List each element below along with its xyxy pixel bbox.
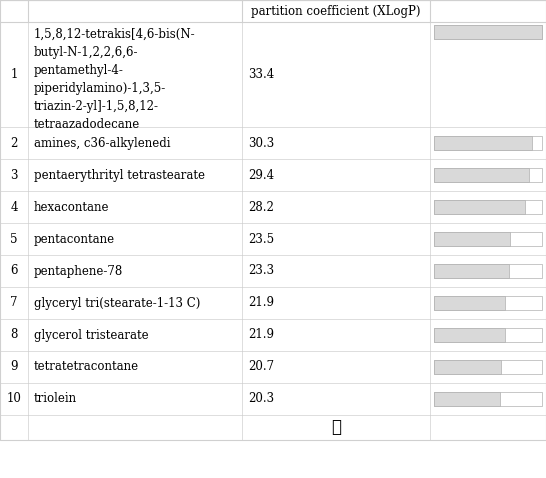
Text: 23.5: 23.5 xyxy=(248,232,274,246)
Text: 28.2: 28.2 xyxy=(248,200,274,214)
Text: amines, c36-alkylenedi: amines, c36-alkylenedi xyxy=(34,137,170,150)
Text: partition coefficient (XLogP): partition coefficient (XLogP) xyxy=(251,4,421,18)
Bar xyxy=(434,296,505,310)
Text: 29.4: 29.4 xyxy=(248,169,274,182)
Text: pentacontane: pentacontane xyxy=(34,232,115,246)
Text: 4: 4 xyxy=(10,200,18,214)
Text: 21.9: 21.9 xyxy=(248,296,274,309)
Bar xyxy=(434,168,542,182)
Text: 33.4: 33.4 xyxy=(248,68,274,81)
Text: ⋮: ⋮ xyxy=(331,419,341,436)
Bar xyxy=(434,25,542,39)
Bar xyxy=(434,328,542,342)
Text: hexacontane: hexacontane xyxy=(34,200,110,214)
Text: triolein: triolein xyxy=(34,392,77,405)
Text: 9: 9 xyxy=(10,360,18,373)
Bar xyxy=(434,264,542,278)
Text: 21.9: 21.9 xyxy=(248,328,274,341)
Text: 20.3: 20.3 xyxy=(248,392,274,405)
Bar xyxy=(434,392,542,406)
Bar xyxy=(434,360,542,374)
Bar xyxy=(434,296,542,310)
Text: 20.7: 20.7 xyxy=(248,360,274,373)
Bar xyxy=(434,360,501,374)
Bar xyxy=(434,136,532,150)
Bar xyxy=(434,25,542,39)
Bar xyxy=(434,168,529,182)
Bar xyxy=(434,328,505,342)
Text: pentaerythrityl tetrastearate: pentaerythrityl tetrastearate xyxy=(34,169,205,182)
Text: 7: 7 xyxy=(10,296,18,309)
Text: 30.3: 30.3 xyxy=(248,137,274,150)
Text: glyceryl tri(stearate-1-13 C): glyceryl tri(stearate-1-13 C) xyxy=(34,296,200,309)
Bar xyxy=(434,232,510,246)
Text: 3: 3 xyxy=(10,169,18,182)
Text: 6: 6 xyxy=(10,264,18,278)
Bar xyxy=(434,200,525,214)
Bar xyxy=(434,264,509,278)
Text: 5: 5 xyxy=(10,232,18,246)
Text: tetratetracontane: tetratetracontane xyxy=(34,360,139,373)
Text: pentaphene-78: pentaphene-78 xyxy=(34,264,123,278)
Bar xyxy=(434,232,542,246)
Text: 10: 10 xyxy=(7,392,21,405)
Bar xyxy=(434,136,542,150)
Text: 8: 8 xyxy=(10,328,17,341)
Bar xyxy=(434,392,500,406)
Text: 2: 2 xyxy=(10,137,17,150)
Text: 23.3: 23.3 xyxy=(248,264,274,278)
Text: glycerol tristearate: glycerol tristearate xyxy=(34,328,149,341)
Bar xyxy=(434,200,542,214)
Text: 1: 1 xyxy=(10,68,17,81)
Text: 1,5,8,12-tetrakis[4,6-bis(N-
butyl-N-1,2,2,6,6-
pentamethyl-4-
piperidylamino)-1: 1,5,8,12-tetrakis[4,6-bis(N- butyl-N-1,2… xyxy=(34,28,195,131)
